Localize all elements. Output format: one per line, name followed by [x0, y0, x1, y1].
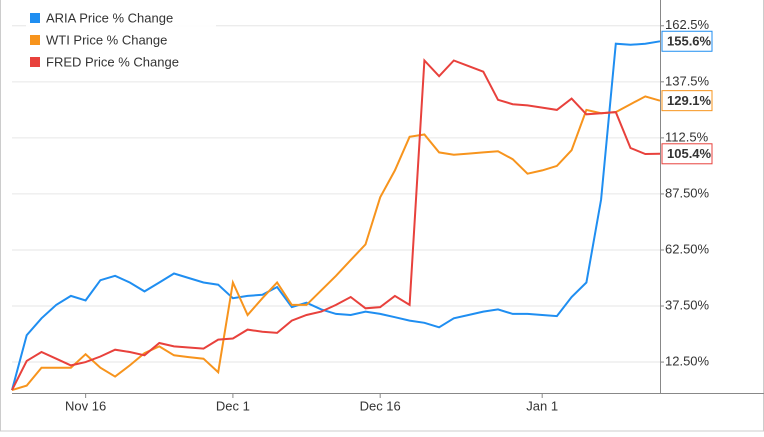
- y-tick-label: 87.50%: [665, 185, 710, 200]
- y-tick-label: 62.50%: [665, 241, 710, 256]
- value-label-box: [661, 30, 713, 52]
- legend-label: FRED Price % Change: [46, 54, 179, 69]
- value-label: 129.1%: [667, 93, 712, 108]
- series-line: [11, 40, 661, 391]
- x-tick-label: Dec 16: [360, 398, 401, 413]
- value-label-box: [661, 143, 713, 165]
- y-tick-label: 137.5%: [665, 73, 710, 88]
- value-label: 105.4%: [667, 146, 712, 161]
- legend-label: ARIA Price % Change: [46, 10, 173, 25]
- y-tick-label: 162.5%: [665, 17, 710, 32]
- legend-swatch: [30, 35, 40, 45]
- value-label: 155.6%: [667, 34, 712, 49]
- y-tick-label: 112.5%: [665, 129, 709, 144]
- series-line: [11, 95, 661, 392]
- legend-box: [26, 7, 216, 73]
- y-tick-label: 12.50%: [665, 353, 710, 368]
- y-tick-label: 37.50%: [665, 297, 710, 312]
- legend-swatch: [30, 13, 40, 23]
- x-tick-label: Jan 1: [526, 398, 558, 413]
- x-tick-label: Nov 16: [65, 398, 106, 413]
- series-line: [11, 58, 661, 391]
- lines: [11, 40, 661, 392]
- value-label-box: [661, 90, 713, 112]
- legend-label: WTI Price % Change: [46, 32, 167, 47]
- legend-swatch: [30, 57, 40, 67]
- x-tick-label: Dec 1: [216, 398, 250, 413]
